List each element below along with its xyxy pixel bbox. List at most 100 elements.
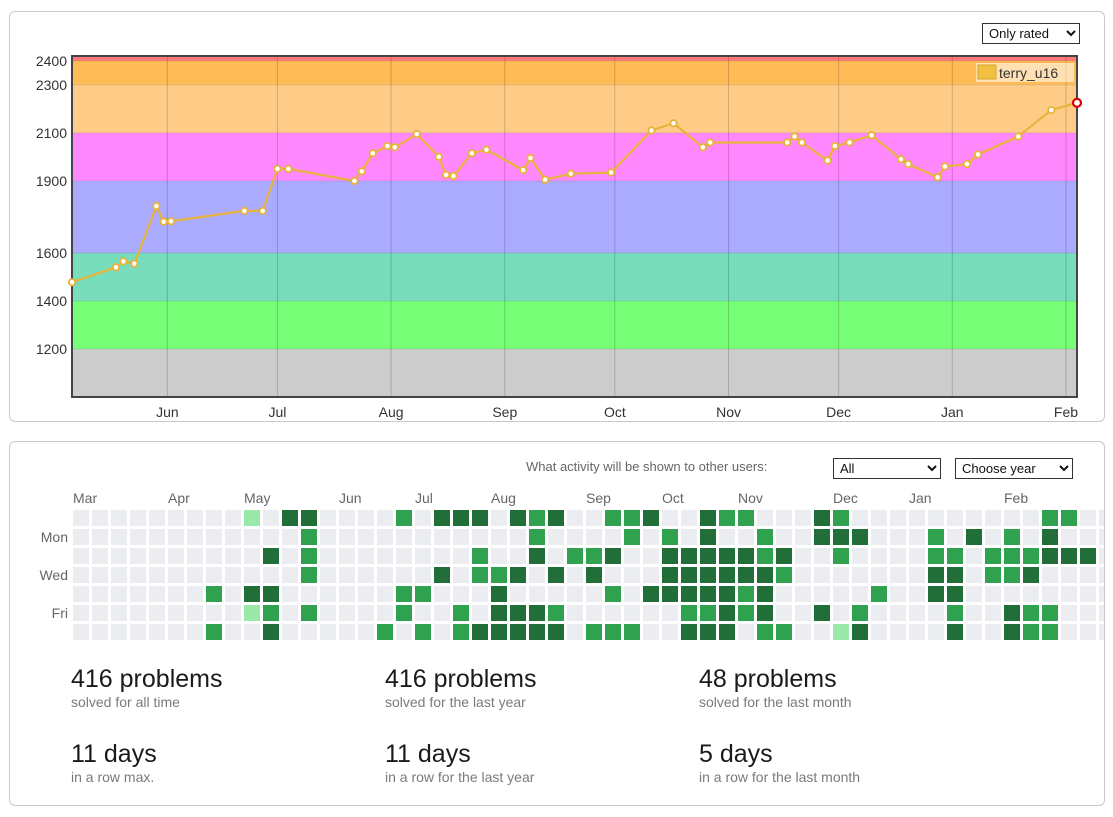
activity-cell[interactable] bbox=[225, 548, 241, 564]
activity-cell[interactable] bbox=[149, 567, 165, 583]
activity-cell[interactable] bbox=[225, 510, 241, 526]
activity-cell[interactable] bbox=[548, 567, 564, 583]
activity-cell[interactable] bbox=[586, 529, 602, 545]
year-select[interactable]: Choose year bbox=[955, 458, 1073, 479]
activity-cell[interactable] bbox=[643, 529, 659, 545]
rating-point[interactable] bbox=[152, 201, 161, 211]
activity-cell[interactable] bbox=[1080, 510, 1096, 526]
activity-cell[interactable] bbox=[1042, 586, 1058, 602]
activity-cell[interactable] bbox=[947, 586, 963, 602]
activity-cell[interactable] bbox=[909, 567, 925, 583]
activity-cell[interactable] bbox=[73, 586, 89, 602]
activity-cell[interactable] bbox=[643, 624, 659, 640]
activity-cell[interactable] bbox=[928, 510, 944, 526]
rating-point[interactable] bbox=[383, 141, 392, 151]
activity-cell[interactable] bbox=[909, 605, 925, 621]
activity-cell[interactable] bbox=[1042, 624, 1058, 640]
activity-cell[interactable] bbox=[795, 605, 811, 621]
activity-cell[interactable] bbox=[1023, 586, 1039, 602]
activity-cell[interactable] bbox=[738, 529, 754, 545]
activity-cell[interactable] bbox=[92, 510, 108, 526]
activity-cell[interactable] bbox=[206, 586, 222, 602]
activity-cell[interactable] bbox=[1099, 567, 1104, 583]
activity-cell[interactable] bbox=[700, 567, 716, 583]
activity-cell[interactable] bbox=[491, 529, 507, 545]
activity-cell[interactable] bbox=[472, 586, 488, 602]
activity-cell[interactable] bbox=[852, 586, 868, 602]
activity-cell[interactable] bbox=[225, 605, 241, 621]
activity-cell[interactable] bbox=[92, 548, 108, 564]
activity-cell[interactable] bbox=[1061, 624, 1077, 640]
activity-cell[interactable] bbox=[890, 548, 906, 564]
activity-cell[interactable] bbox=[852, 510, 868, 526]
activity-cell[interactable] bbox=[586, 567, 602, 583]
activity-cell[interactable] bbox=[947, 624, 963, 640]
activity-cell[interactable] bbox=[890, 624, 906, 640]
rating-filter-select[interactable]: Only rated bbox=[982, 23, 1080, 44]
activity-cell[interactable] bbox=[871, 548, 887, 564]
activity-cell[interactable] bbox=[453, 605, 469, 621]
activity-cell[interactable] bbox=[586, 624, 602, 640]
activity-cell[interactable] bbox=[738, 624, 754, 640]
activity-cell[interactable] bbox=[1061, 586, 1077, 602]
activity-cell[interactable] bbox=[586, 548, 602, 564]
activity-cell[interactable] bbox=[738, 510, 754, 526]
activity-cell[interactable] bbox=[168, 548, 184, 564]
activity-cell[interactable] bbox=[966, 605, 982, 621]
activity-cell[interactable] bbox=[472, 605, 488, 621]
activity-cell[interactable] bbox=[187, 567, 203, 583]
activity-cell[interactable] bbox=[510, 529, 526, 545]
activity-cell[interactable] bbox=[263, 510, 279, 526]
activity-cell[interactable] bbox=[890, 586, 906, 602]
activity-cell[interactable] bbox=[111, 605, 127, 621]
visibility-select[interactable]: All bbox=[833, 458, 941, 479]
activity-cell[interactable] bbox=[301, 586, 317, 602]
activity-cell[interactable] bbox=[624, 567, 640, 583]
activity-cell[interactable] bbox=[529, 586, 545, 602]
activity-cell[interactable] bbox=[1080, 586, 1096, 602]
activity-cell[interactable] bbox=[1042, 605, 1058, 621]
activity-cell[interactable] bbox=[130, 510, 146, 526]
activity-cell[interactable] bbox=[149, 529, 165, 545]
activity-cell[interactable] bbox=[1080, 624, 1096, 640]
activity-cell[interactable] bbox=[73, 510, 89, 526]
rating-point[interactable] bbox=[390, 143, 399, 152]
activity-cell[interactable] bbox=[396, 567, 412, 583]
activity-cell[interactable] bbox=[966, 529, 982, 545]
activity-cell[interactable] bbox=[1061, 567, 1077, 583]
activity-cell[interactable] bbox=[263, 624, 279, 640]
rating-point[interactable] bbox=[790, 132, 799, 141]
activity-cell[interactable] bbox=[548, 624, 564, 640]
activity-cell[interactable] bbox=[510, 510, 526, 526]
activity-cell[interactable] bbox=[776, 586, 792, 602]
activity-cell[interactable] bbox=[472, 624, 488, 640]
activity-cell[interactable] bbox=[643, 567, 659, 583]
activity-cell[interactable] bbox=[909, 586, 925, 602]
activity-cell[interactable] bbox=[662, 624, 678, 640]
activity-cell[interactable] bbox=[92, 586, 108, 602]
activity-cell[interactable] bbox=[339, 567, 355, 583]
activity-cell[interactable] bbox=[757, 605, 773, 621]
activity-cell[interactable] bbox=[928, 567, 944, 583]
activity-cell[interactable] bbox=[966, 586, 982, 602]
activity-cell[interactable] bbox=[624, 510, 640, 526]
activity-cell[interactable] bbox=[263, 548, 279, 564]
activity-cell[interactable] bbox=[681, 510, 697, 526]
activity-cell[interactable] bbox=[92, 567, 108, 583]
activity-cell[interactable] bbox=[700, 510, 716, 526]
activity-cell[interactable] bbox=[453, 624, 469, 640]
activity-cell[interactable] bbox=[301, 510, 317, 526]
activity-cell[interactable] bbox=[491, 586, 507, 602]
activity-cell[interactable] bbox=[1004, 567, 1020, 583]
activity-cell[interactable] bbox=[605, 567, 621, 583]
activity-cell[interactable] bbox=[548, 548, 564, 564]
activity-cell[interactable] bbox=[206, 529, 222, 545]
activity-cell[interactable] bbox=[833, 586, 849, 602]
activity-cell[interactable] bbox=[890, 529, 906, 545]
rating-point[interactable] bbox=[258, 206, 267, 215]
activity-cell[interactable] bbox=[73, 548, 89, 564]
activity-cell[interactable] bbox=[187, 548, 203, 564]
activity-cell[interactable] bbox=[1080, 567, 1096, 583]
activity-cell[interactable] bbox=[719, 510, 735, 526]
activity-cell[interactable] bbox=[966, 624, 982, 640]
